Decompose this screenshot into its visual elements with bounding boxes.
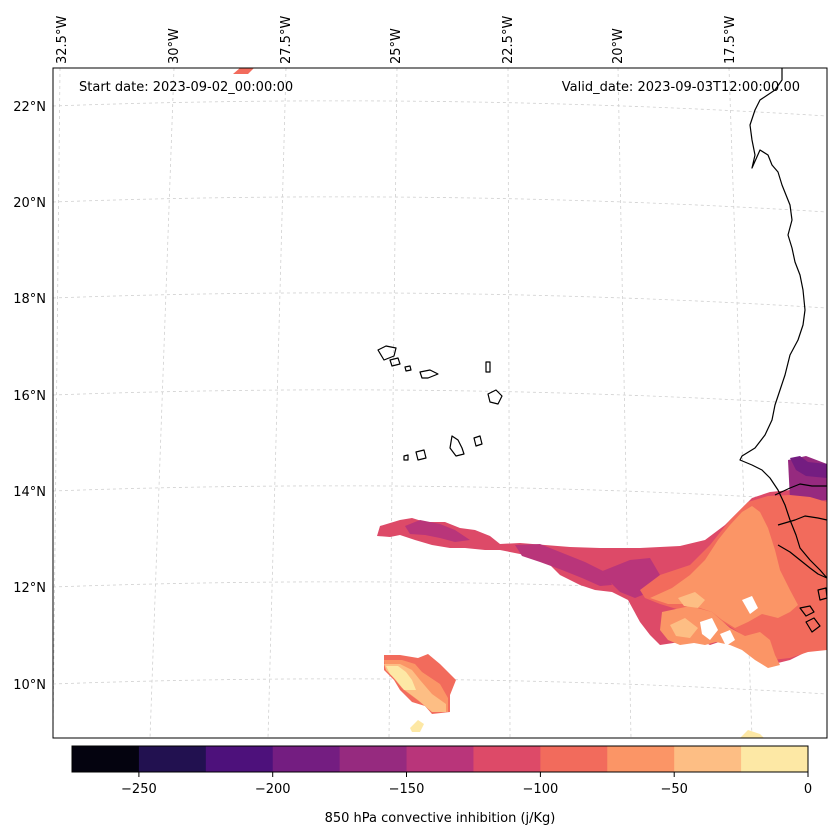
cin-cell-bottom-right: [740, 730, 764, 738]
meridian-27-5: [267, 67, 287, 739]
colorbar-swatch-5: [406, 746, 474, 772]
colorbar-swatch-7: [540, 746, 608, 772]
colorbar-swatch-0: [72, 746, 140, 772]
cin-cell-small: [410, 720, 424, 732]
island-bijagos-2: [805, 617, 821, 633]
lat-label-14: 14°N: [13, 485, 46, 500]
island-sal: [485, 361, 491, 373]
lat-label-20: 20°N: [13, 196, 46, 211]
colorbar-swatch-2: [205, 746, 274, 772]
parallel-10: [52, 678, 828, 695]
start-date-label: Start date: 2023-09-02_00:00:00: [79, 80, 293, 95]
lon-label-17-5: 17.5°W: [723, 16, 738, 64]
colorbar-tick-label-100: −100: [523, 782, 559, 797]
island-sao-nicolau: [419, 369, 439, 379]
meridian-30: [149, 67, 175, 739]
meridian-25: [388, 67, 398, 739]
colorbar-tick-label-0: 0: [804, 782, 812, 797]
parallel-18: [52, 292, 828, 309]
lat-label-22: 22°N: [13, 100, 46, 115]
cin-cell-sw-cream: [386, 666, 416, 690]
cin-patch-peach-2: [670, 618, 698, 638]
colorbar-swatch-3: [272, 746, 341, 772]
lon-label-30: 30°W: [167, 28, 182, 64]
colorbar-swatch-6: [473, 746, 541, 772]
colorbar-swatches: [72, 746, 809, 772]
gambia-outline: [774, 483, 828, 526]
parallel-20: [52, 196, 828, 213]
island-santo-antao: [377, 345, 397, 361]
lon-label-22-5: 22.5°W: [501, 16, 516, 64]
island-bijagos-1: [799, 605, 815, 617]
cin-band-magenta-2: [515, 544, 612, 586]
cin-gap-1: [700, 618, 718, 640]
guinea-bissau-coast: [777, 544, 828, 579]
lat-label-16: 16°N: [13, 389, 46, 404]
africa-coast: [739, 68, 828, 579]
lon-label-25: 25°W: [389, 28, 404, 64]
colorbar-swatch-1: [138, 746, 207, 772]
colorbar-tick-label-150: −150: [389, 782, 425, 797]
lon-labels: 32.5°W 30°W 27.5°W 25°W 22.5°W 20°W 17.5…: [55, 16, 738, 64]
colorbar-swatch-8: [607, 746, 675, 772]
parallel-14: [52, 485, 828, 502]
island-boa-vista: [487, 389, 503, 405]
lat-label-10: 10°N: [13, 678, 46, 693]
cin-band-purple: [790, 456, 827, 478]
lon-label-27-5: 27.5°W: [279, 16, 294, 64]
parallel-12: [52, 581, 828, 598]
colorbar-tick-label-250: −250: [121, 782, 157, 797]
meridian-22-5: [507, 67, 511, 739]
parallel-16: [52, 389, 828, 406]
colorbar-swatch-4: [339, 746, 408, 772]
cin-band-magenta-1: [405, 520, 470, 542]
parallel-22: [52, 100, 828, 117]
cin-patch-orange-south: [660, 606, 780, 668]
colorbar-swatch-9: [674, 746, 742, 772]
cin-gap-2: [720, 630, 735, 646]
island-sao-vicente: [389, 357, 401, 367]
lon-label-20: 20°W: [611, 28, 626, 64]
meridian-32-5: [52, 67, 61, 739]
island-santa-luzia: [404, 365, 412, 372]
island-fogo: [415, 449, 427, 461]
lat-label-18: 18°N: [13, 292, 46, 307]
colorbar-title: 850 hPa convective inhibition (j/Kg): [325, 811, 556, 826]
island-santiago: [449, 435, 465, 457]
island-brava: [403, 454, 409, 461]
colorbar-frame: [71, 745, 809, 773]
colorbar-tick-label-50: −50: [660, 782, 687, 797]
island-maio: [473, 435, 483, 447]
lat-labels: 22°N 20°N 18°N 16°N 14°N 12°N 10°N: [13, 100, 46, 693]
colorbar-ticks: [138, 772, 809, 777]
meridian-20: [617, 67, 632, 739]
lon-label-32-5: 32.5°W: [55, 16, 70, 64]
valid-date-label: Valid_date: 2023-09-03T12:00:00.00: [562, 80, 800, 95]
cin-gap-3: [742, 596, 758, 614]
map-frame: [52, 67, 828, 739]
lat-label-12: 12°N: [13, 581, 46, 596]
cin-patch-peach-1: [678, 592, 705, 608]
colorbar: −250 −200 −150 −100 −50 0 850 hPa convec…: [71, 745, 812, 826]
cin-contours: [233, 68, 827, 738]
coastlines: [377, 68, 828, 633]
colorbar-tick-label-200: −200: [255, 782, 291, 797]
cin-patch-top: [233, 68, 254, 74]
colorbar-swatch-10: [741, 746, 809, 772]
